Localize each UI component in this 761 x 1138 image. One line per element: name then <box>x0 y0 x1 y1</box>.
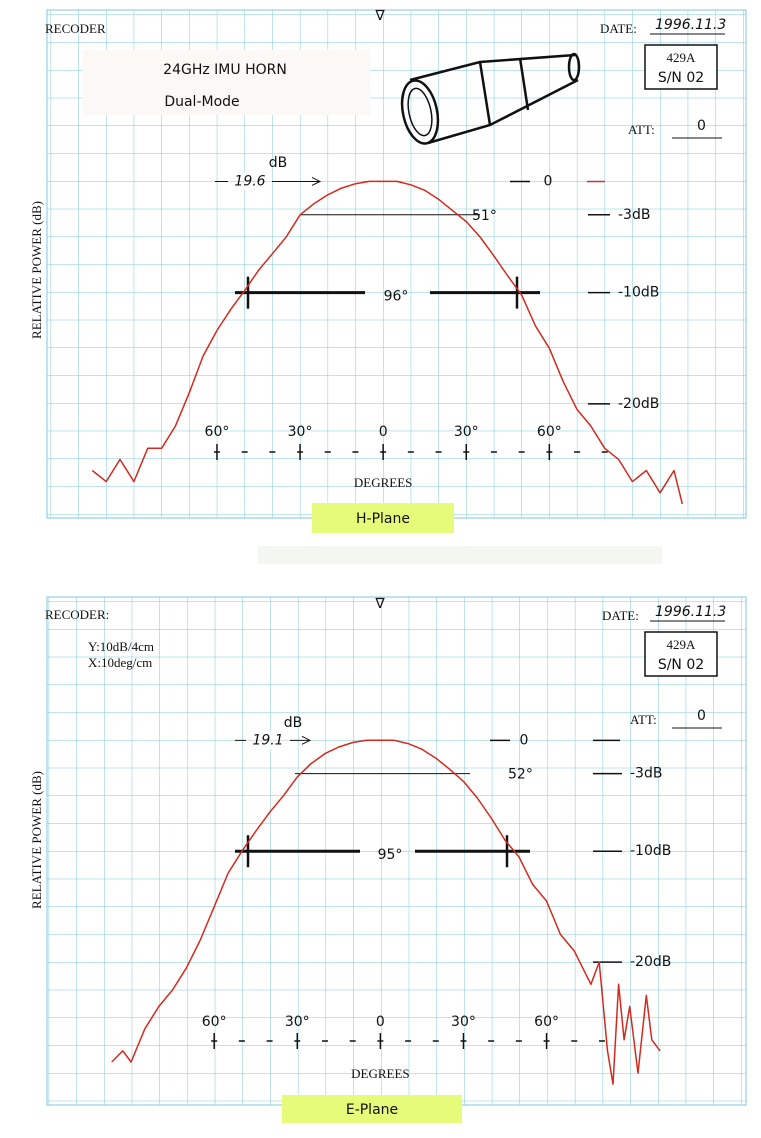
att-value: 0 <box>697 118 706 134</box>
x-axis-label: DEGREES <box>354 475 413 490</box>
x-tick-label: 0 <box>379 424 388 440</box>
scan-strip <box>258 546 662 564</box>
plane-label: E-Plane <box>346 1102 398 1118</box>
att-label: ATT: <box>628 122 655 137</box>
bw10-label: 96° <box>384 289 409 305</box>
level-label: -3dB <box>630 766 662 782</box>
title-box <box>83 50 370 115</box>
x-tick-label: 30° <box>285 1014 310 1030</box>
recorder-label: RECODER <box>45 21 106 36</box>
peak-value: 19.1 <box>252 732 283 748</box>
level-label: -10dB <box>618 285 659 301</box>
scale-note: Y:10dB/4cm <box>88 639 154 654</box>
x-tick-label: 60° <box>534 1014 559 1030</box>
plane-box <box>282 1095 462 1123</box>
x-tick-label: 60° <box>202 1014 227 1030</box>
x-tick-label: 30° <box>288 424 313 440</box>
plane-box <box>312 503 454 533</box>
x-tick-label: 0 <box>376 1014 385 1030</box>
x-tick-label: 30° <box>451 1014 476 1030</box>
peak-unit: dB <box>284 715 303 731</box>
level-label: -20dB <box>618 396 659 412</box>
pattern-curve <box>111 739 661 1085</box>
peak-unit: dB <box>269 155 288 171</box>
chart-title: 24GHz IMU HORN <box>163 62 287 78</box>
att-value: 0 <box>697 708 706 724</box>
level-label: 0 <box>520 732 529 748</box>
bw10-label: 95° <box>378 847 403 863</box>
peak-bg <box>228 172 272 191</box>
att-label: ATT: <box>630 712 657 727</box>
level-label: -20dB <box>630 954 671 970</box>
peak-arrowhead <box>311 176 322 186</box>
bw3-label: 52° <box>508 767 533 783</box>
model: 429A <box>667 50 697 65</box>
model-box <box>644 631 718 677</box>
plane-label: H-Plane <box>356 511 410 527</box>
y-axis-label: RELATIVE POWER (dB) <box>29 771 44 909</box>
serial: S/N 02 <box>658 70 704 86</box>
x-tick-label: 60° <box>537 424 562 440</box>
model-box <box>644 44 718 90</box>
x-tick-label: 30° <box>454 424 479 440</box>
date: 1996.11.3 <box>655 604 726 620</box>
horn-sketch <box>400 52 581 145</box>
level-label: -10dB <box>630 843 671 859</box>
date: 1996.11.3 <box>655 17 726 33</box>
level-label: -3dB <box>618 207 650 223</box>
pattern-curve <box>91 180 684 505</box>
level-label: 0 <box>544 173 553 189</box>
date-label: DATE: <box>602 608 639 623</box>
serial: S/N 02 <box>658 657 704 673</box>
x-tick-label: 60° <box>205 424 230 440</box>
date-label: DATE: <box>600 21 637 36</box>
peak-arrowhead <box>301 735 312 745</box>
model: 429A <box>667 637 697 652</box>
graph-paper <box>46 596 747 1106</box>
center-marker: ∇ <box>374 596 385 612</box>
chart-subtitle: Dual-Mode <box>164 94 239 110</box>
center-marker: ∇ <box>374 8 385 24</box>
scale-note: X:10deg/cm <box>88 655 152 670</box>
peak-bg <box>246 731 290 750</box>
bw3-label: 51° <box>472 208 497 224</box>
recorder-label: RECODER: <box>45 607 109 622</box>
x-axis-label: DEGREES <box>351 1066 410 1081</box>
peak-value: 19.6 <box>234 173 265 189</box>
y-axis-label: RELATIVE POWER (dB) <box>29 201 44 339</box>
